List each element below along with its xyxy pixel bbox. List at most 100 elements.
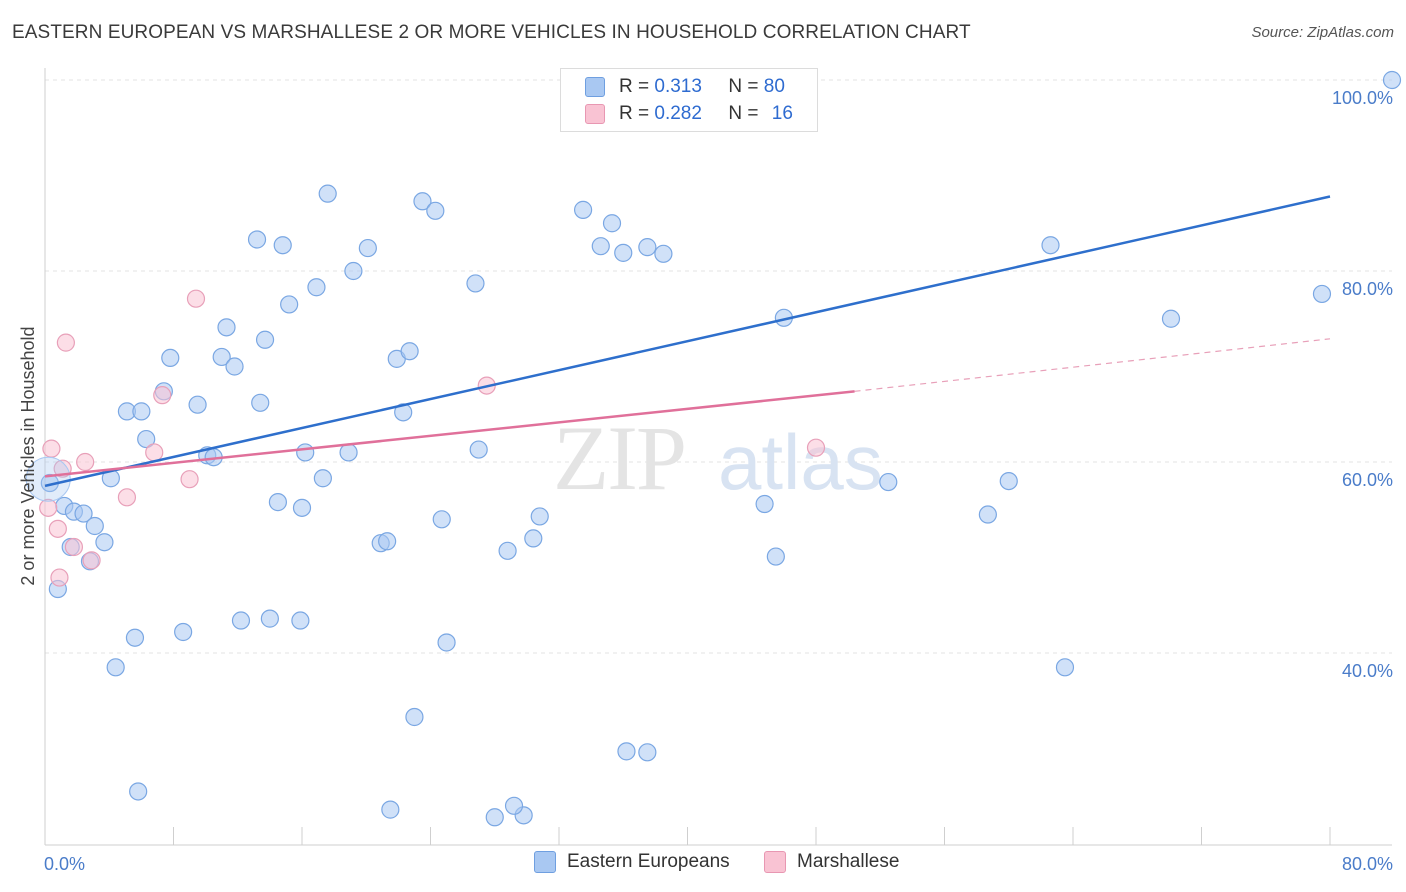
chart-title: EASTERN EUROPEAN VS MARSHALLESE 2 OR MOR… [12,22,971,43]
watermark: ZIP atlas [553,407,883,509]
y-axis-label: 2 or more Vehicles in Household [18,326,38,585]
eastern-european-point [381,800,400,819]
eastern-european-point [137,429,156,449]
eastern-european-point [339,443,358,462]
correlation-legend: R = 0.313 N = 80 R = 0.282 N = 16 [560,68,818,132]
trend-layer [44,195,1331,488]
eastern-european-point [573,200,593,219]
eastern-european-point [125,628,145,647]
eastern-european-point [766,547,785,566]
series-legend: Eastern Europeans Marshallese [0,851,1406,877]
eastern-european-point [217,318,236,337]
series-swatch-eastern [534,851,556,873]
legend-swatch-eastern [585,77,605,97]
series-legend-eastern[interactable]: Eastern Europeans [534,851,730,873]
marshallese-point [82,551,101,570]
eastern-european-point [405,707,424,727]
legend-row-marshallese: R = 0.282 N = 16 [585,101,793,127]
eastern-european-point [437,633,456,652]
eastern-european-point [95,533,114,552]
legend-r-label: R = [619,76,655,97]
y-tick-label: 40.0% [1342,661,1393,681]
eastern-european-trendline [44,195,1331,488]
eastern-european-point [485,808,504,827]
marshallese-point [180,470,199,489]
axes-layer [44,68,1392,846]
marshallese-point [50,568,69,587]
eastern-european-point [212,347,231,367]
eastern-european-point [260,609,279,628]
marshallese-point [48,519,67,538]
source-credit: Source: ZipAtlas.com [1251,24,1394,41]
eastern-european-point [74,504,93,523]
eastern-european-point [591,237,610,256]
marshallese-point [76,452,95,472]
marshallese-trendline [44,390,855,478]
x-tick-label: 80.0% [1342,854,1393,874]
eastern-european-point [498,541,517,560]
marshallese-point [186,289,206,308]
legend-r-label: R = [619,103,655,124]
eastern-european-point [344,261,363,281]
y-tick-label: 80.0% [1342,279,1393,299]
eastern-european-point [426,201,445,220]
eastern-european-point [530,507,549,526]
eastern-european-point [879,472,898,492]
eastern-european-point [280,295,299,314]
eastern-european-point [432,510,451,529]
watermark-zip: ZIP [553,407,685,509]
eastern-european-point [999,472,1018,491]
eastern-european-point [1382,70,1402,90]
marshallese-point [806,438,826,457]
legend-r-value: 0.313 [654,76,702,97]
eastern-european-point [524,529,543,548]
eastern-european-point [1041,236,1060,255]
eastern-european-point [296,443,315,462]
y-tick-labels: 40.0% 60.0% 80.0% 100.0% [1332,88,1393,681]
eastern-european-point [358,238,377,258]
eastern-european-point [132,402,151,421]
eastern-european-point [174,622,193,642]
watermark-atlas: atlas [718,418,883,506]
series-swatch-marshallese [764,851,786,873]
eastern-european-point [106,658,125,677]
eastern-european-point [755,494,774,514]
marshallese-trendline-extension [854,338,1331,392]
eastern-european-point [313,469,332,488]
series-label-marshallese: Marshallese [797,851,900,872]
eastern-european-point [85,516,104,536]
legend-n-value: 80 [763,76,785,97]
eastern-european-point [614,243,633,262]
y-tick-label: 100.0% [1332,88,1393,108]
eastern-european-point [255,330,275,349]
marshallese-point [39,498,58,517]
marshallese-point [117,488,137,507]
eastern-european-point [318,184,337,203]
eastern-european-point [504,796,524,815]
eastern-european-point [638,743,657,762]
eastern-european-point [307,278,326,297]
x-tick-label: 0.0% [44,854,85,874]
marshallese-point [56,333,75,352]
legend-n-value: 16 [771,103,793,124]
eastern-european-point [466,274,485,293]
marshallese-point [64,537,84,557]
eastern-european-point [1161,309,1181,328]
eastern-european-point [161,348,180,368]
eastern-european-point [413,192,432,211]
eastern-european-point [378,532,397,551]
eastern-european-point [602,214,622,233]
marshallese-point [145,443,164,462]
eastern-european-point [231,611,251,630]
eastern-european-point [394,403,413,422]
legend-n-label: N = [728,103,764,124]
eastern-european-point [247,230,267,249]
eastern-european-point [292,498,312,517]
eastern-european-point [469,440,488,459]
series-legend-marshallese[interactable]: Marshallese [764,851,899,873]
legend-r-value: 0.282 [654,103,702,124]
marshallese-point [153,386,172,405]
x-tick-labels: 0.0% 80.0% [44,854,1393,874]
eastern-european-point [654,244,673,263]
